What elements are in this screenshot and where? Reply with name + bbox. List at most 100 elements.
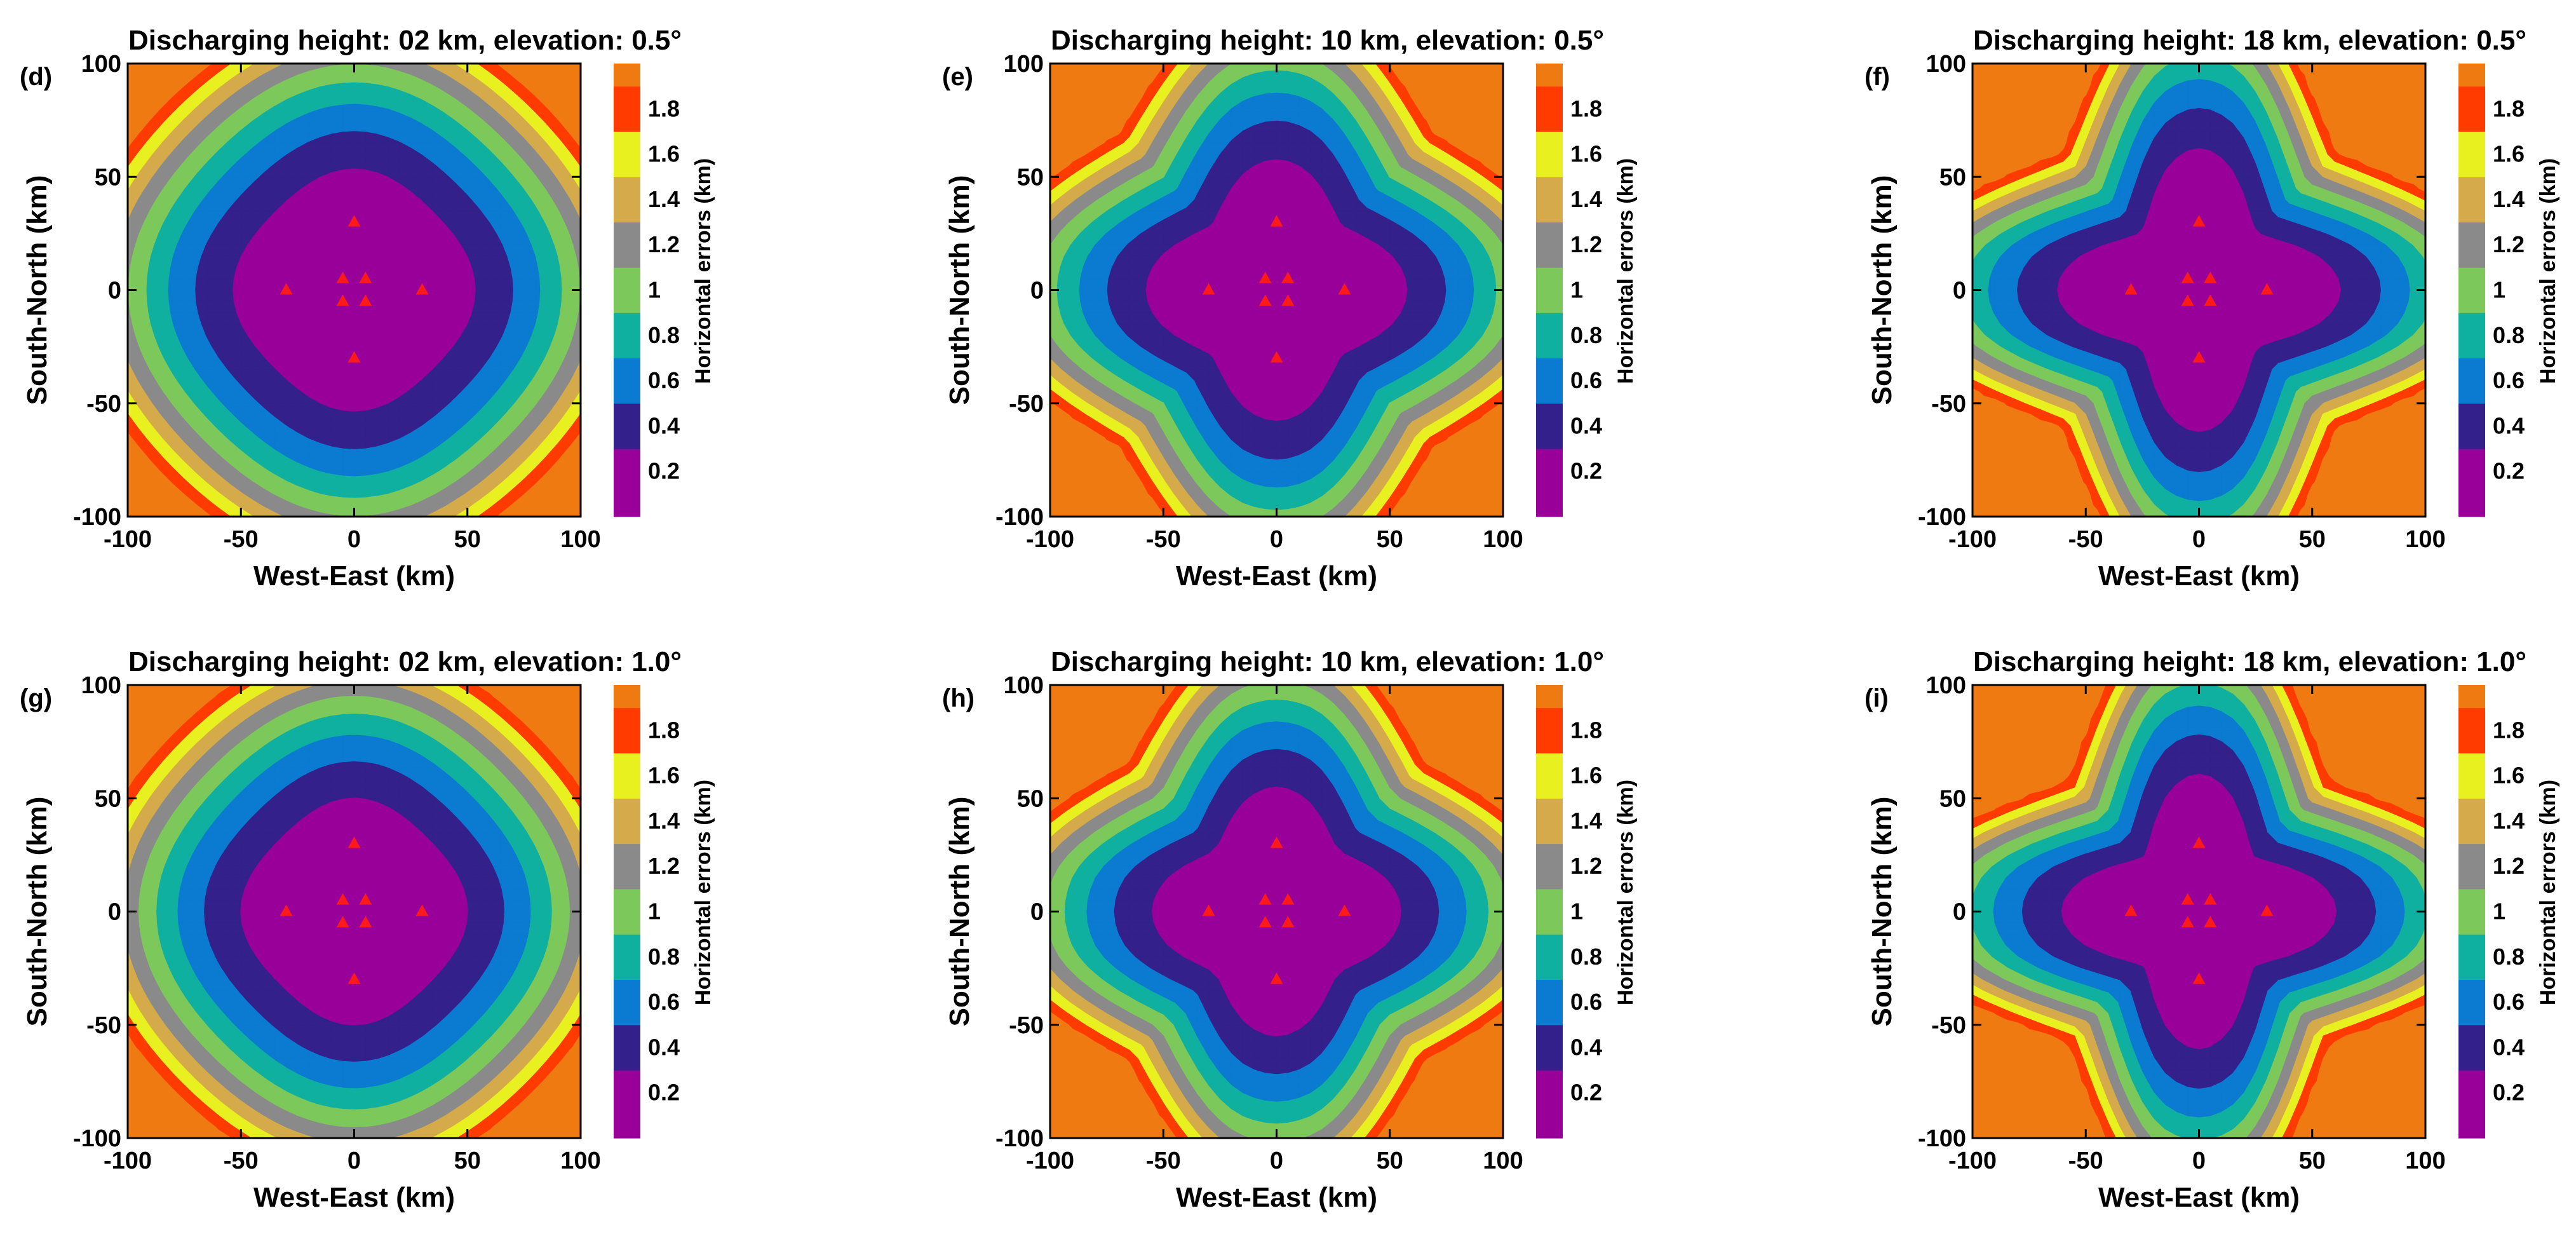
colorbar-tick-label: 1.2 [2493,853,2525,879]
panel-h: -100 -50 0 50 100 -100 -50 0 50 100 Discharging he… [942,646,1638,1213]
x-tick-label: 50 [1377,526,1403,553]
y-tick-label: -50 [1009,391,1044,417]
colorbar-segment [614,1024,640,1071]
station-marker [1338,283,1351,295]
colorbar-tick-label: 0.8 [648,322,680,348]
colorbar-segment [2458,752,2485,799]
station-marker [359,294,372,306]
colorbar-segment [1536,798,1563,844]
colorbar-tick-label: 0.6 [2493,989,2525,1015]
x-tick-label: 50 [2299,1148,2326,1174]
colorbar-segment [614,222,640,268]
y-tick-label: 0 [108,899,121,926]
x-tick-label: -100 [104,526,152,553]
colorbar-tick-label: 1.6 [1570,141,1602,167]
colorbar: 0.2 0.4 0.6 0.8 1 1.2 1.4 1.6 1.8 Horizontal erro… [614,685,715,1139]
y-tick-label: -50 [1009,1012,1044,1039]
x-tick-label: -50 [1146,1148,1181,1174]
chart-title: Discharging height: 10 km, elevation: 0.… [1051,25,1604,56]
colorbar-tick-label: 0.6 [1570,367,1602,393]
colorbar-tick-label: 0.8 [1570,322,1602,348]
y-axis-label: South-North (km) [22,797,53,1027]
chart-title: Discharging height: 10 km, elevation: 1.… [1051,646,1604,677]
colorbar-tick-label: 0.6 [1570,989,1602,1015]
x-tick-label: -50 [224,526,259,553]
station-marker [347,972,361,984]
x-axis-label: West-East (km) [2098,560,2300,592]
x-tick-label: 100 [1483,526,1523,553]
y-tick-label: 0 [1953,278,1966,304]
colorbar-tick-label: 0.8 [2493,322,2525,348]
y-tick-label: -100 [1918,1125,1966,1152]
colorbar-segment [1536,222,1563,268]
y-axis-label: South-North (km) [1866,797,1898,1027]
colorbar-segment [1536,449,1563,517]
y-tick-label: 50 [95,785,121,812]
colorbar-tick-label: 1.4 [1570,808,1602,834]
contour-fill [1972,685,2425,1138]
station-marker [2192,351,2206,363]
panel-label: (h) [942,684,974,712]
colorbar-segment [2458,888,2485,935]
panel-label: (d) [20,63,52,91]
x-axis-label: West-East (km) [1176,560,1377,592]
station-marker [1270,836,1283,848]
colorbar-segment [2458,177,2485,223]
colorbar-tick-label: 0.8 [1570,944,1602,970]
station-marker [1338,904,1351,916]
y-axis-label: South-North (km) [1866,175,1898,405]
panel-label: (f) [1865,63,1890,91]
colorbar-segment [1536,267,1563,313]
colorbar-tick-label: 1 [648,277,661,303]
contour-fill [1972,64,2425,517]
colorbar-tick-label: 1.2 [1570,853,1602,879]
y-tick-label: 0 [1030,278,1044,304]
y-tick-label: -50 [1931,391,1966,417]
colorbar-tick-label: 0.8 [648,944,680,970]
colorbar-tick-label: 1.4 [1570,186,1602,212]
colorbar-tick-label: 1.8 [2493,95,2525,121]
station-marker [2192,972,2206,984]
station-marker [1258,271,1272,283]
colorbar-segment [614,267,640,313]
colorbar-segment [2458,1070,2485,1139]
station-marker [336,916,349,928]
y-tick-label: 100 [1926,672,1966,699]
station-marker [359,916,372,928]
y-axis-label: South-North (km) [944,175,975,405]
panel-d: -100 -50 0 50 100 -100 -50 0 50 100 Discharging he… [20,25,715,592]
x-tick-label: -50 [1146,526,1181,553]
x-tick-label: 0 [347,1148,361,1174]
contour-band-9 [1972,64,2425,517]
y-axis-label: South-North (km) [944,797,975,1027]
colorbar-tick-label: 1.6 [648,141,680,167]
x-axis-label: West-East (km) [2098,1182,2300,1213]
panel-label: (g) [20,684,52,712]
colorbar-segment [1536,685,1563,709]
colorbar-segment [2458,707,2485,754]
station-marker [2260,283,2274,295]
x-tick-label: 100 [2405,526,2445,553]
colorbar-segment [1536,934,1563,980]
colorbar-tick-label: 1 [1570,277,1583,303]
colorbar-segment [2458,358,2485,404]
colorbar-segment [1536,888,1563,935]
station-marker [2124,283,2138,295]
colorbar-tick-label: 0.2 [2493,458,2525,484]
colorbar-segment [614,707,640,754]
contour-band-9 [128,64,581,517]
colorbar: 0.2 0.4 0.6 0.8 1 1.2 1.4 1.6 1.8 Horizontal erro… [614,64,715,517]
y-tick-label: -50 [86,1012,121,1039]
x-tick-label: -50 [224,1148,259,1174]
y-axis-label: South-North (km) [22,175,53,405]
colorbar-tick-label: 0.6 [648,989,680,1015]
contour-band-9 [128,685,581,1138]
colorbar: 0.2 0.4 0.6 0.8 1 1.2 1.4 1.6 1.8 Horizontal erro… [1536,64,1638,517]
x-tick-label: 100 [560,526,600,553]
contour-fill [1050,685,1503,1138]
colorbar-segment [614,798,640,844]
x-tick-label: -100 [1026,526,1074,553]
x-tick-label: -50 [2068,526,2103,553]
colorbar-segment [2458,403,2485,449]
y-tick-label: 0 [108,278,121,304]
